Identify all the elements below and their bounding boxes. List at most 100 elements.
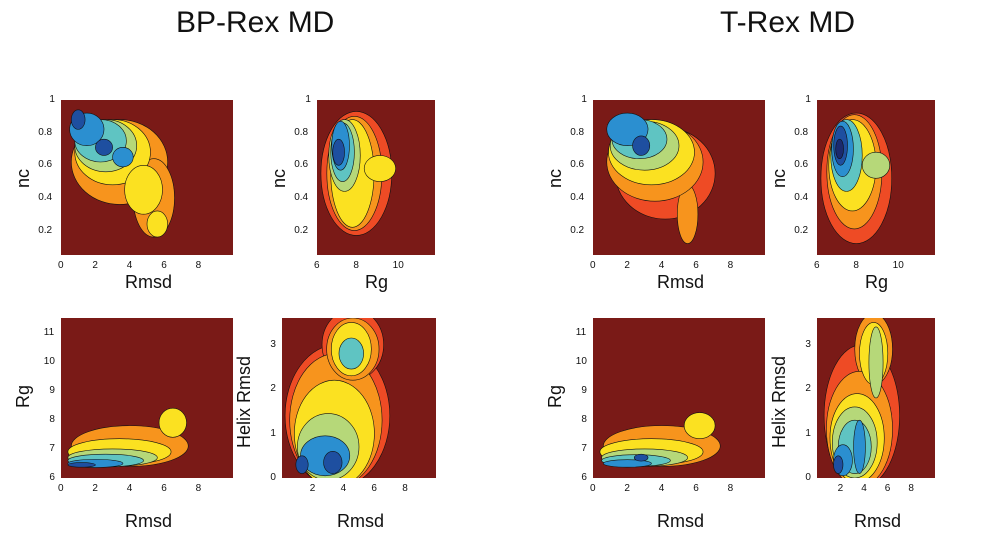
x-axis-label: Rg [865,272,889,292]
density-contour-level-8 [633,453,649,462]
density-contour-level-6 [338,337,364,370]
y-tick-label: 0.6 [794,159,809,171]
x-tick-label: 8 [727,483,734,494]
density-contour-level-7 [603,459,652,468]
y-axis-label: Rg [545,384,565,408]
y-tick-label: 0.2 [570,224,585,236]
x-tick-label: 6 [884,483,891,494]
y-tick-label: 0.6 [38,159,53,171]
density-contour-level-9 [835,138,844,160]
density-contour-level-4 [363,155,396,182]
plot-area [593,318,765,478]
y-tick-label: 8 [581,413,587,425]
x-tick-label: 0 [58,483,64,494]
x-tick-label: 8 [727,260,734,271]
y-tick-label: 0.2 [38,224,53,236]
x-tick-label: 6 [161,260,167,271]
x-tick-label: 8 [195,260,202,271]
contour-svg [606,112,716,244]
density-contour-level-8 [833,455,844,474]
x-tick-label: 4 [861,483,867,494]
x-tick-label: 4 [340,483,347,494]
contour-svg [599,412,721,468]
x-tick-label: 2 [624,260,630,271]
y-axis-label: nc [769,168,789,188]
plot-area [593,100,765,255]
density-contour-level-4 [158,407,187,438]
density-contour-level-8 [332,138,345,166]
x-tick-label: 6 [314,260,320,271]
y-tick-label: 0.6 [294,159,309,171]
x-axis-label: Rmsd [125,272,173,292]
y-tick-label: 0.6 [570,159,585,171]
y-tick-label: 0.2 [794,224,809,236]
y-tick-label: 7 [49,442,55,454]
y-tick-label: 0.4 [794,191,809,203]
y-tick-label: 0.8 [38,126,53,138]
y-axis-label: Helix Rmsd [234,355,254,448]
density-contour-level-8 [632,135,651,156]
x-axis-label: Rmsd [657,272,705,292]
density-contour-level-7 [853,419,866,474]
density-contour-level-4 [683,412,716,440]
y-tick-label: 1 [805,427,811,439]
y-tick-label: 9 [581,384,587,396]
y-tick-label: 11 [43,326,55,338]
x-tick-label: 8 [908,483,914,494]
density-contour-level-8 [67,462,96,468]
y-tick-label: 3 [270,338,276,350]
contour-svg [823,318,900,478]
y-tick-label: 0.4 [38,191,53,203]
x-tick-label: 8 [402,483,408,494]
plot-area [61,318,233,478]
y-axis-label: nc [269,168,289,188]
x-tick-label: 4 [658,483,665,494]
title-bprex: BP-Rex MD [176,6,335,39]
y-tick-label: 6 [581,472,587,483]
density-contour-level-8 [295,455,309,474]
density-contour-level-5 [861,151,891,179]
plot-area [282,318,436,478]
y-tick-label: 3 [805,338,811,350]
density-contour-level-5 [868,326,884,399]
title-trex: T-Rex MD [720,6,855,39]
x-tick-label: 2 [92,483,98,494]
x-tick-label: 4 [126,260,133,271]
y-tick-label: 9 [49,384,55,396]
x-tick-label: 6 [693,483,699,494]
x-tick-label: 2 [92,260,98,271]
x-tick-label: 6 [693,260,699,271]
density-contour-level-8 [71,109,86,130]
x-tick-label: 4 [658,260,665,271]
x-tick-label: 2 [624,483,630,494]
y-axis-label: Rg [13,384,33,408]
x-axis-label: Rg [365,272,389,292]
x-tick-label: 0 [590,260,596,271]
y-tick-label: 1 [805,94,811,105]
density-contour-level-8 [95,138,113,156]
y-tick-label: 7 [581,442,587,454]
y-tick-label: 10 [43,355,55,367]
plot-area [817,100,935,255]
y-tick-label: 0.8 [294,126,309,138]
x-axis-label: Rmsd [854,511,902,531]
x-tick-label: 8 [195,483,202,494]
x-tick-label: 8 [853,260,859,271]
y-tick-label: 11 [575,326,587,338]
x-axis-label: Rmsd [337,511,385,531]
x-tick-label: 8 [353,260,359,271]
y-tick-label: 1 [49,94,55,105]
x-tick-label: 6 [161,483,167,494]
y-tick-label: 0.4 [570,191,585,203]
x-tick-label: 2 [309,483,316,494]
x-tick-label: 2 [837,483,844,494]
plot-area [317,100,435,255]
y-tick-label: 0.8 [570,126,585,138]
x-tick-label: 10 [392,260,404,271]
y-tick-label: 0.2 [294,224,309,236]
y-tick-label: 0.4 [294,191,309,203]
plot-area [61,100,233,255]
x-tick-label: 0 [58,260,64,271]
contour-svg [284,318,391,478]
y-tick-label: 1 [270,427,276,439]
